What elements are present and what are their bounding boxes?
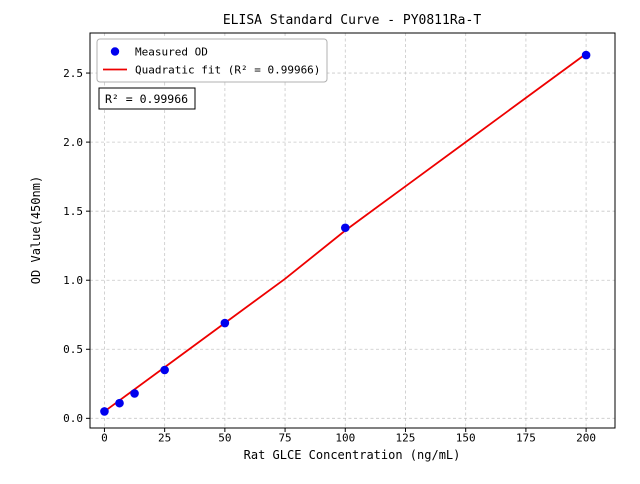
x-axis-label: Rat GLCE Concentration (ng/mL): [244, 448, 461, 462]
r-squared-box: [98, 87, 196, 110]
plot-border: [89, 32, 616, 429]
x-tick-label: 75: [278, 432, 291, 445]
y-tick-label: 0.0: [63, 412, 83, 425]
y-tick-label: 1.5: [63, 205, 83, 218]
y-axis-label: OD Value(450nm): [29, 176, 43, 284]
data-point: [340, 223, 350, 233]
x-tick-label: 25: [158, 432, 171, 445]
x-tick-label: 50: [218, 432, 231, 445]
legend-label-measured-od: Measured OD: [135, 46, 208, 59]
y-tick-label: 0.5: [63, 343, 83, 356]
data-point: [160, 365, 169, 375]
x-tick-label: 125: [396, 432, 416, 445]
legend-marker-measured-od-icon: [110, 47, 120, 56]
chart-title: ELISA Standard Curve - PY0811Ra-T: [223, 13, 481, 28]
x-tick-label: 0: [101, 432, 108, 445]
data-point: [581, 50, 591, 60]
data-point: [130, 389, 139, 398]
x-tick-label: 150: [456, 432, 476, 445]
grid-layer: [90, 33, 615, 428]
legend-label-quadratic-fit: Quadratic fit (R² = 0.99966): [135, 64, 320, 77]
x-tick-label: 175: [516, 432, 536, 445]
r-squared-text: R² = 0.99966: [105, 92, 188, 106]
legend-box: [96, 38, 328, 83]
y-tick-label: 1.0: [63, 274, 83, 287]
data-point: [100, 407, 109, 416]
ticks-layer: 0 25 50 75 100 125 150 175 200 0.0 0.5 1.0 1.5 2.0 2.5: [63, 67, 596, 445]
x-tick-label: 200: [576, 432, 596, 445]
y-tick-label: 2.0: [63, 136, 83, 149]
x-tick-label: 100: [335, 432, 355, 445]
data-point: [115, 398, 124, 408]
data-layer: [100, 50, 591, 416]
r-squared-annotation: R² = 0.99966: [98, 87, 196, 110]
legend: Measured OD Quadratic fit (R² = 0.99966): [96, 38, 328, 83]
data-point: [220, 318, 230, 328]
y-tick-label: 2.5: [63, 67, 83, 80]
